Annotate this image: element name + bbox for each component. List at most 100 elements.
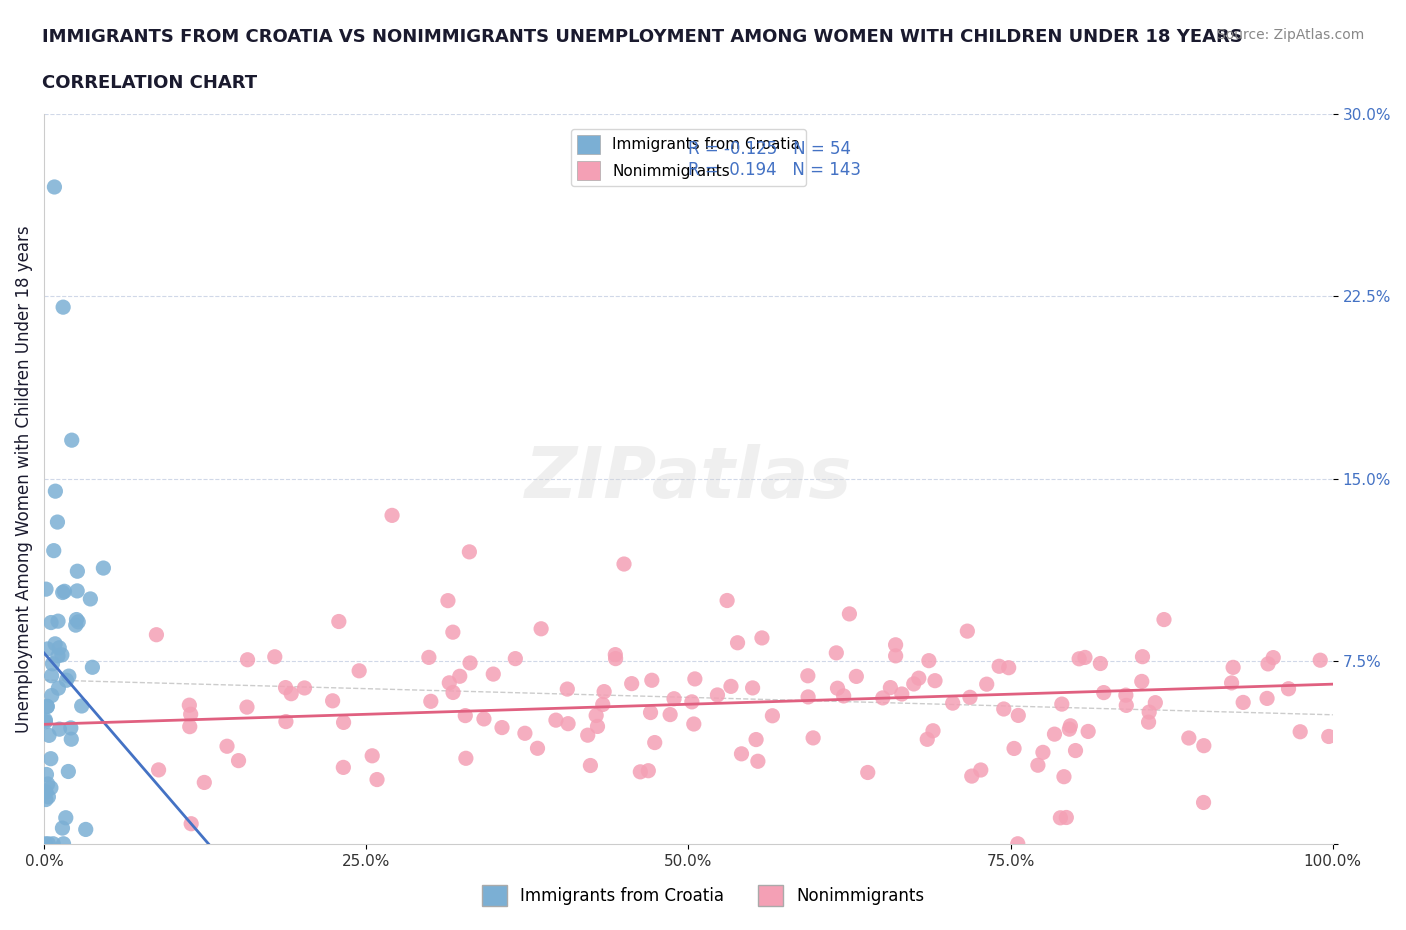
Point [1049, 810, 1071, 825]
Point [1130, 674, 1153, 689]
Point [1277, 682, 1299, 697]
Point [55, 672, 77, 687]
Point [437, 593, 460, 608]
Point [1032, 745, 1054, 760]
Point [513, 725, 536, 740]
Point [37, 777, 59, 791]
Point [180, 707, 202, 722]
Text: Source: ZipAtlas.com: Source: ZipAtlas.com [1216, 28, 1364, 42]
Point [730, 747, 752, 762]
Point [46, 648, 69, 663]
Point [44, 484, 66, 498]
Point [1192, 795, 1215, 810]
Point [1178, 731, 1201, 746]
Point [761, 709, 783, 724]
Point [180, 817, 202, 831]
Text: R =  0.194   N = 143: R = 0.194 N = 143 [689, 162, 862, 179]
Point [751, 631, 773, 645]
Point [918, 653, 941, 668]
Point [454, 751, 477, 765]
Point [526, 741, 548, 756]
Point [66, 583, 89, 598]
Point [39, 780, 62, 795]
Point [637, 764, 659, 778]
Point [41, 669, 63, 684]
Point [148, 763, 170, 777]
Point [39, 615, 62, 630]
Text: IMMIGRANTS FROM CROATIA VS NONIMMIGRANTS UNEMPLOYMENT AMONG WOMEN WITH CHILDREN : IMMIGRANTS FROM CROATIA VS NONIMMIGRANTS… [42, 28, 1243, 46]
Point [1115, 687, 1137, 702]
Point [1232, 695, 1254, 710]
Point [34, 712, 56, 727]
Point [662, 691, 685, 706]
Point [441, 625, 464, 640]
Point [640, 705, 662, 720]
Point [60, 432, 83, 447]
Point [1059, 722, 1081, 737]
Point [236, 652, 259, 667]
Point [797, 689, 820, 704]
Point [280, 686, 302, 701]
Point [75, 822, 97, 837]
Point [530, 621, 553, 636]
Point [79, 591, 101, 606]
Point [956, 624, 979, 639]
Point [53, 584, 76, 599]
Point [1074, 650, 1097, 665]
Point [832, 688, 855, 703]
Point [959, 690, 981, 705]
Point [681, 695, 703, 710]
Point [903, 676, 925, 691]
Point [441, 685, 464, 700]
Point [644, 735, 666, 750]
Point [46, 614, 69, 629]
Point [52, 836, 75, 851]
Point [48, 722, 70, 737]
Point [35, 792, 58, 807]
Text: R = -0.125   N = 54: R = -0.125 N = 54 [689, 140, 852, 157]
Point [491, 720, 513, 735]
Point [328, 614, 350, 629]
Point [294, 681, 316, 696]
Point [454, 708, 477, 723]
Point [1132, 649, 1154, 664]
Text: ZIPatlas: ZIPatlas [524, 445, 852, 513]
Point [381, 508, 404, 523]
Point [439, 675, 461, 690]
Point [35, 785, 58, 800]
Point [1090, 656, 1112, 671]
Point [838, 606, 860, 621]
Point [1137, 705, 1160, 720]
Point [236, 699, 259, 714]
Point [332, 760, 354, 775]
Point [41, 688, 63, 703]
Point [1053, 769, 1076, 784]
Point [585, 708, 607, 723]
Point [34, 836, 56, 851]
Point [825, 645, 848, 660]
Point [55, 810, 77, 825]
Legend: Immigrants from Croatia, Nonimmigrants: Immigrants from Croatia, Nonimmigrants [571, 129, 806, 186]
Point [1257, 657, 1279, 671]
Point [41, 657, 63, 671]
Point [915, 732, 938, 747]
Point [449, 669, 471, 684]
Point [1115, 698, 1137, 712]
Point [59, 721, 82, 736]
Point [418, 650, 440, 665]
Point [620, 676, 643, 691]
Point [46, 514, 69, 529]
Point [641, 672, 664, 687]
Point [922, 724, 945, 738]
Point [366, 772, 388, 787]
Point [37, 699, 59, 714]
Point [1059, 718, 1081, 733]
Point [1309, 653, 1331, 668]
Point [482, 667, 505, 682]
Point [52, 585, 75, 600]
Text: CORRELATION CHART: CORRELATION CHART [42, 74, 257, 92]
Point [215, 738, 238, 753]
Point [1317, 729, 1340, 744]
Y-axis label: Unemployment Among Women with Children Under 18 years: Unemployment Among Women with Children U… [15, 225, 32, 733]
Point [419, 694, 441, 709]
